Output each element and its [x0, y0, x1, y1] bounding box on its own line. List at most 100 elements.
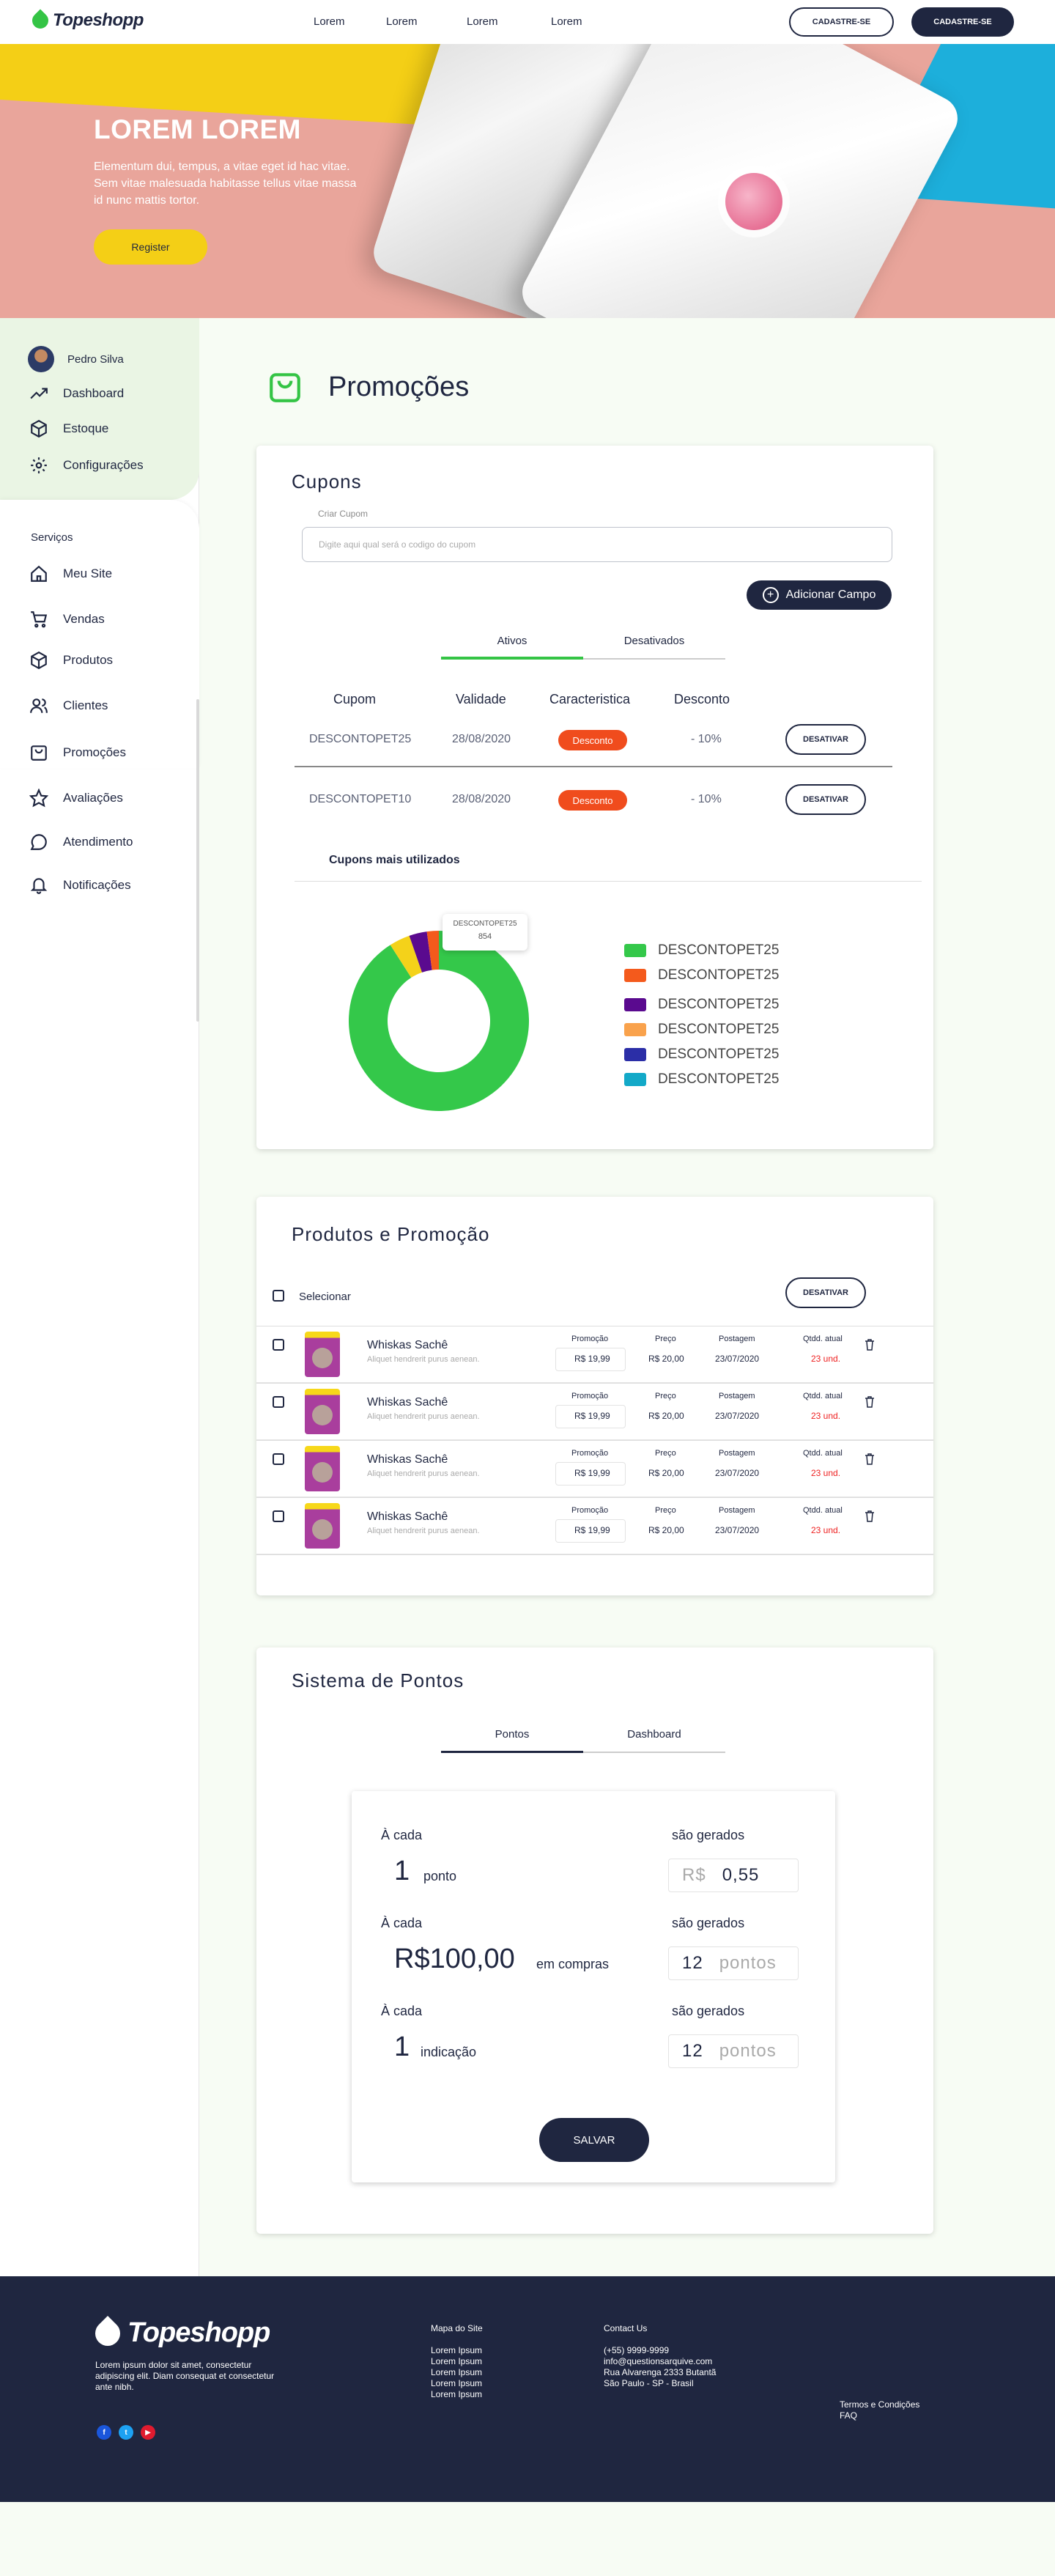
- points-value-input[interactable]: 12 pontos: [668, 1946, 799, 1980]
- rule-amount: 1: [394, 2031, 410, 2062]
- trash-icon[interactable]: [865, 1453, 875, 1465]
- sidebar-item-label: Avaliações: [63, 791, 123, 805]
- promo-price-input[interactable]: [555, 1519, 626, 1543]
- sidebar-item-atendimento[interactable]: Atendimento: [29, 833, 133, 852]
- sidebar: Pedro Silva Dashboard Estoque Configuraç…: [0, 318, 199, 2276]
- donut-slice[interactable]: [390, 935, 423, 978]
- tab-desativados[interactable]: Desativados: [583, 630, 725, 660]
- product-image: [305, 1446, 340, 1491]
- footer-faq-link[interactable]: FAQ: [840, 2410, 858, 2421]
- nav-link-2[interactable]: Lorem: [386, 15, 418, 28]
- footer-map-link[interactable]: Lorem Ipsum: [431, 2389, 483, 2399]
- product-description: Aliquet hendrerit purus aenean.: [367, 1527, 480, 1535]
- brand-logo[interactable]: Topeshopp: [29, 9, 144, 32]
- price-value: R$ 20,00: [648, 1525, 684, 1535]
- tab-dashboard[interactable]: Dashboard: [583, 1724, 725, 1753]
- youtube-icon[interactable]: ▶: [141, 2425, 155, 2440]
- sidebar-item-avaliacoes[interactable]: Avaliações: [29, 789, 123, 808]
- sidebar-item-vendas[interactable]: Vendas: [29, 610, 105, 629]
- brand-name: Topeshopp: [53, 10, 144, 30]
- trash-icon[interactable]: [865, 1510, 875, 1522]
- promo-price-input[interactable]: [555, 1405, 626, 1428]
- tab-pontos[interactable]: Pontos: [441, 1724, 583, 1753]
- value-prefix: R$: [682, 1865, 706, 1885]
- points-value-input[interactable]: R$ 0,55: [668, 1859, 799, 1892]
- cupons-title: Cupons: [292, 470, 362, 492]
- row-divider: [256, 1497, 933, 1498]
- sidebar-item-produtos[interactable]: Produtos: [29, 651, 113, 670]
- footer-terms-link[interactable]: Termos e Condições: [840, 2399, 920, 2410]
- footer-map-link[interactable]: Lorem Ipsum: [431, 2367, 483, 2377]
- coupon-type-badge: Desconto: [558, 730, 627, 750]
- chat-bubble-icon: [30, 834, 47, 850]
- nav-link-3[interactable]: Lorem: [467, 15, 498, 28]
- hero-text: Elementum dui, tempus, a vitae eget id h…: [94, 160, 357, 207]
- promo-price: R$ 19,99: [574, 1468, 610, 1478]
- deactivate-button[interactable]: DESATIVAR: [785, 724, 866, 755]
- trash-icon[interactable]: [865, 1339, 875, 1351]
- coupon-input[interactable]: Digite aqui qual será o codigo do cupom: [302, 527, 892, 562]
- donut-slice[interactable]: [349, 931, 529, 1111]
- deactivate-products-button[interactable]: DESATIVAR: [785, 1277, 866, 1308]
- points-value-input[interactable]: 12 pontos: [668, 2034, 799, 2068]
- sidebar-section-title: Serviços: [31, 531, 73, 544]
- footer-email[interactable]: info@questionsarquive.com: [604, 2356, 713, 2366]
- row-checkbox[interactable]: [273, 1396, 284, 1408]
- sidebar-item-dashboard[interactable]: Dashboard: [29, 384, 124, 403]
- tab-ativos[interactable]: Ativos: [441, 630, 583, 660]
- save-button[interactable]: SALVAR: [539, 2118, 649, 2162]
- gear-icon: [31, 457, 47, 473]
- sidebar-user[interactable]: Pedro Silva: [28, 346, 124, 372]
- row-checkbox[interactable]: [273, 1339, 284, 1351]
- register-button[interactable]: Register: [94, 229, 207, 265]
- generated-label: são gerados: [672, 1828, 745, 1842]
- row-checkbox[interactable]: [273, 1510, 284, 1522]
- legend-swatch: [624, 969, 646, 982]
- sidebar-item-configuracoes[interactable]: Configurações: [29, 456, 144, 475]
- pontos-card: Sistema de Pontos Pontos Dashboard À cad…: [256, 1647, 933, 2234]
- footer-phone[interactable]: (+55) 9999-9999: [604, 2345, 670, 2355]
- value-number: 0,55: [722, 1865, 760, 1885]
- promo-header: Promoção: [571, 1335, 609, 1343]
- footer-map-link[interactable]: Lorem Ipsum: [431, 2356, 483, 2366]
- nav-link-4[interactable]: Lorem: [551, 15, 582, 28]
- deactivate-button[interactable]: DESATIVAR: [785, 784, 866, 815]
- row-divider: [256, 1383, 933, 1384]
- top-header: Topeshopp Lorem Lorem Lorem Lorem CADAST…: [0, 0, 1055, 44]
- footer-map-link[interactable]: Lorem Ipsum: [431, 2378, 483, 2388]
- promo-price-input[interactable]: [555, 1348, 626, 1371]
- facebook-icon[interactable]: f: [97, 2425, 111, 2440]
- donut-slice[interactable]: [426, 931, 439, 970]
- product-description: Aliquet hendrerit purus aenean.: [367, 1355, 480, 1364]
- price-header: Preço: [655, 1392, 676, 1400]
- promo-price-input[interactable]: [555, 1462, 626, 1486]
- column-header-desconto: Desconto: [674, 692, 730, 706]
- footer-logo[interactable]: Topeshopp: [89, 2315, 270, 2351]
- nav-link-1[interactable]: Lorem: [314, 15, 345, 28]
- sidebar-item-clientes[interactable]: Clientes: [29, 696, 108, 715]
- footer-map-link[interactable]: Lorem Ipsum: [431, 2345, 483, 2355]
- sidebar-item-notificacoes[interactable]: Notificações: [29, 876, 131, 895]
- sidebar-item-promocoes[interactable]: Promoções: [29, 743, 126, 762]
- generated-label: são gerados: [672, 2004, 745, 2018]
- select-all-checkbox[interactable]: [273, 1290, 284, 1302]
- trash-icon[interactable]: [865, 1396, 875, 1408]
- sidebar-item-estoque[interactable]: Estoque: [29, 419, 108, 438]
- row-checkbox[interactable]: [273, 1453, 284, 1465]
- sidebar-item-label: Meu Site: [63, 567, 113, 580]
- tooltip-label: DESCONTOPET25: [453, 920, 517, 928]
- twitter-icon[interactable]: t: [119, 2425, 133, 2440]
- signup-dark-button[interactable]: CADASTRE-SE: [911, 7, 1014, 37]
- legend-swatch: [624, 944, 646, 957]
- add-field-button[interactable]: + Adicionar Campo: [747, 580, 892, 610]
- promo-price: R$ 19,99: [574, 1354, 610, 1364]
- price-value: R$ 20,00: [648, 1468, 684, 1478]
- signup-outline-button[interactable]: CADASTRE-SE: [789, 7, 894, 37]
- tooltip-value: 854: [478, 932, 492, 941]
- sidebar-item-meu-site[interactable]: Meu Site: [29, 564, 112, 583]
- produtos-card: Produtos e Promoção Selecionar DESATIVAR…: [256, 1197, 933, 1595]
- sidebar-scrollbar[interactable]: [196, 699, 199, 1022]
- donut-slice[interactable]: [409, 931, 432, 973]
- value-suffix: pontos: [719, 2041, 777, 2061]
- home-icon: [31, 565, 47, 582]
